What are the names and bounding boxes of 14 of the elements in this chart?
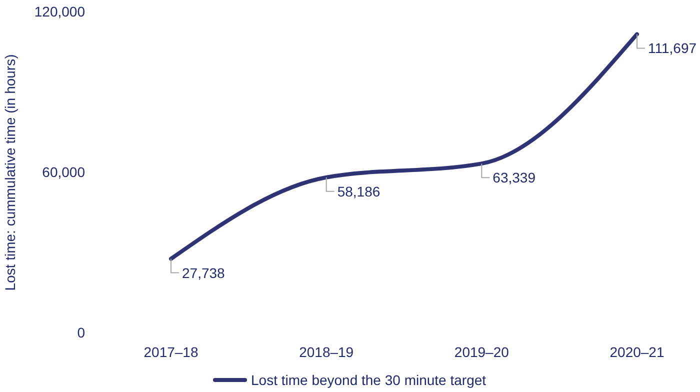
data-label: 27,738: [182, 264, 226, 281]
y-axis-title: Lost time: cummulative time (in hours): [2, 54, 18, 291]
x-tick-label: 2020–21: [610, 344, 664, 360]
data-label: 111,697: [648, 40, 697, 56]
y-tick-label: 0: [77, 324, 86, 340]
data-label: 63,339: [492, 170, 536, 186]
x-tick-label: 2017–18: [144, 344, 198, 360]
y-tick-label: 120,000: [34, 3, 86, 20]
line-series: [169, 32, 639, 261]
data-label: 58,186: [337, 183, 380, 200]
x-tick-label: 2018–19: [299, 344, 354, 360]
x-tick-label: 2019–20: [454, 344, 510, 360]
y-tick-label: 60,000: [42, 164, 86, 180]
legend-label: Lost time beyond the 30 minute target: [251, 372, 486, 388]
